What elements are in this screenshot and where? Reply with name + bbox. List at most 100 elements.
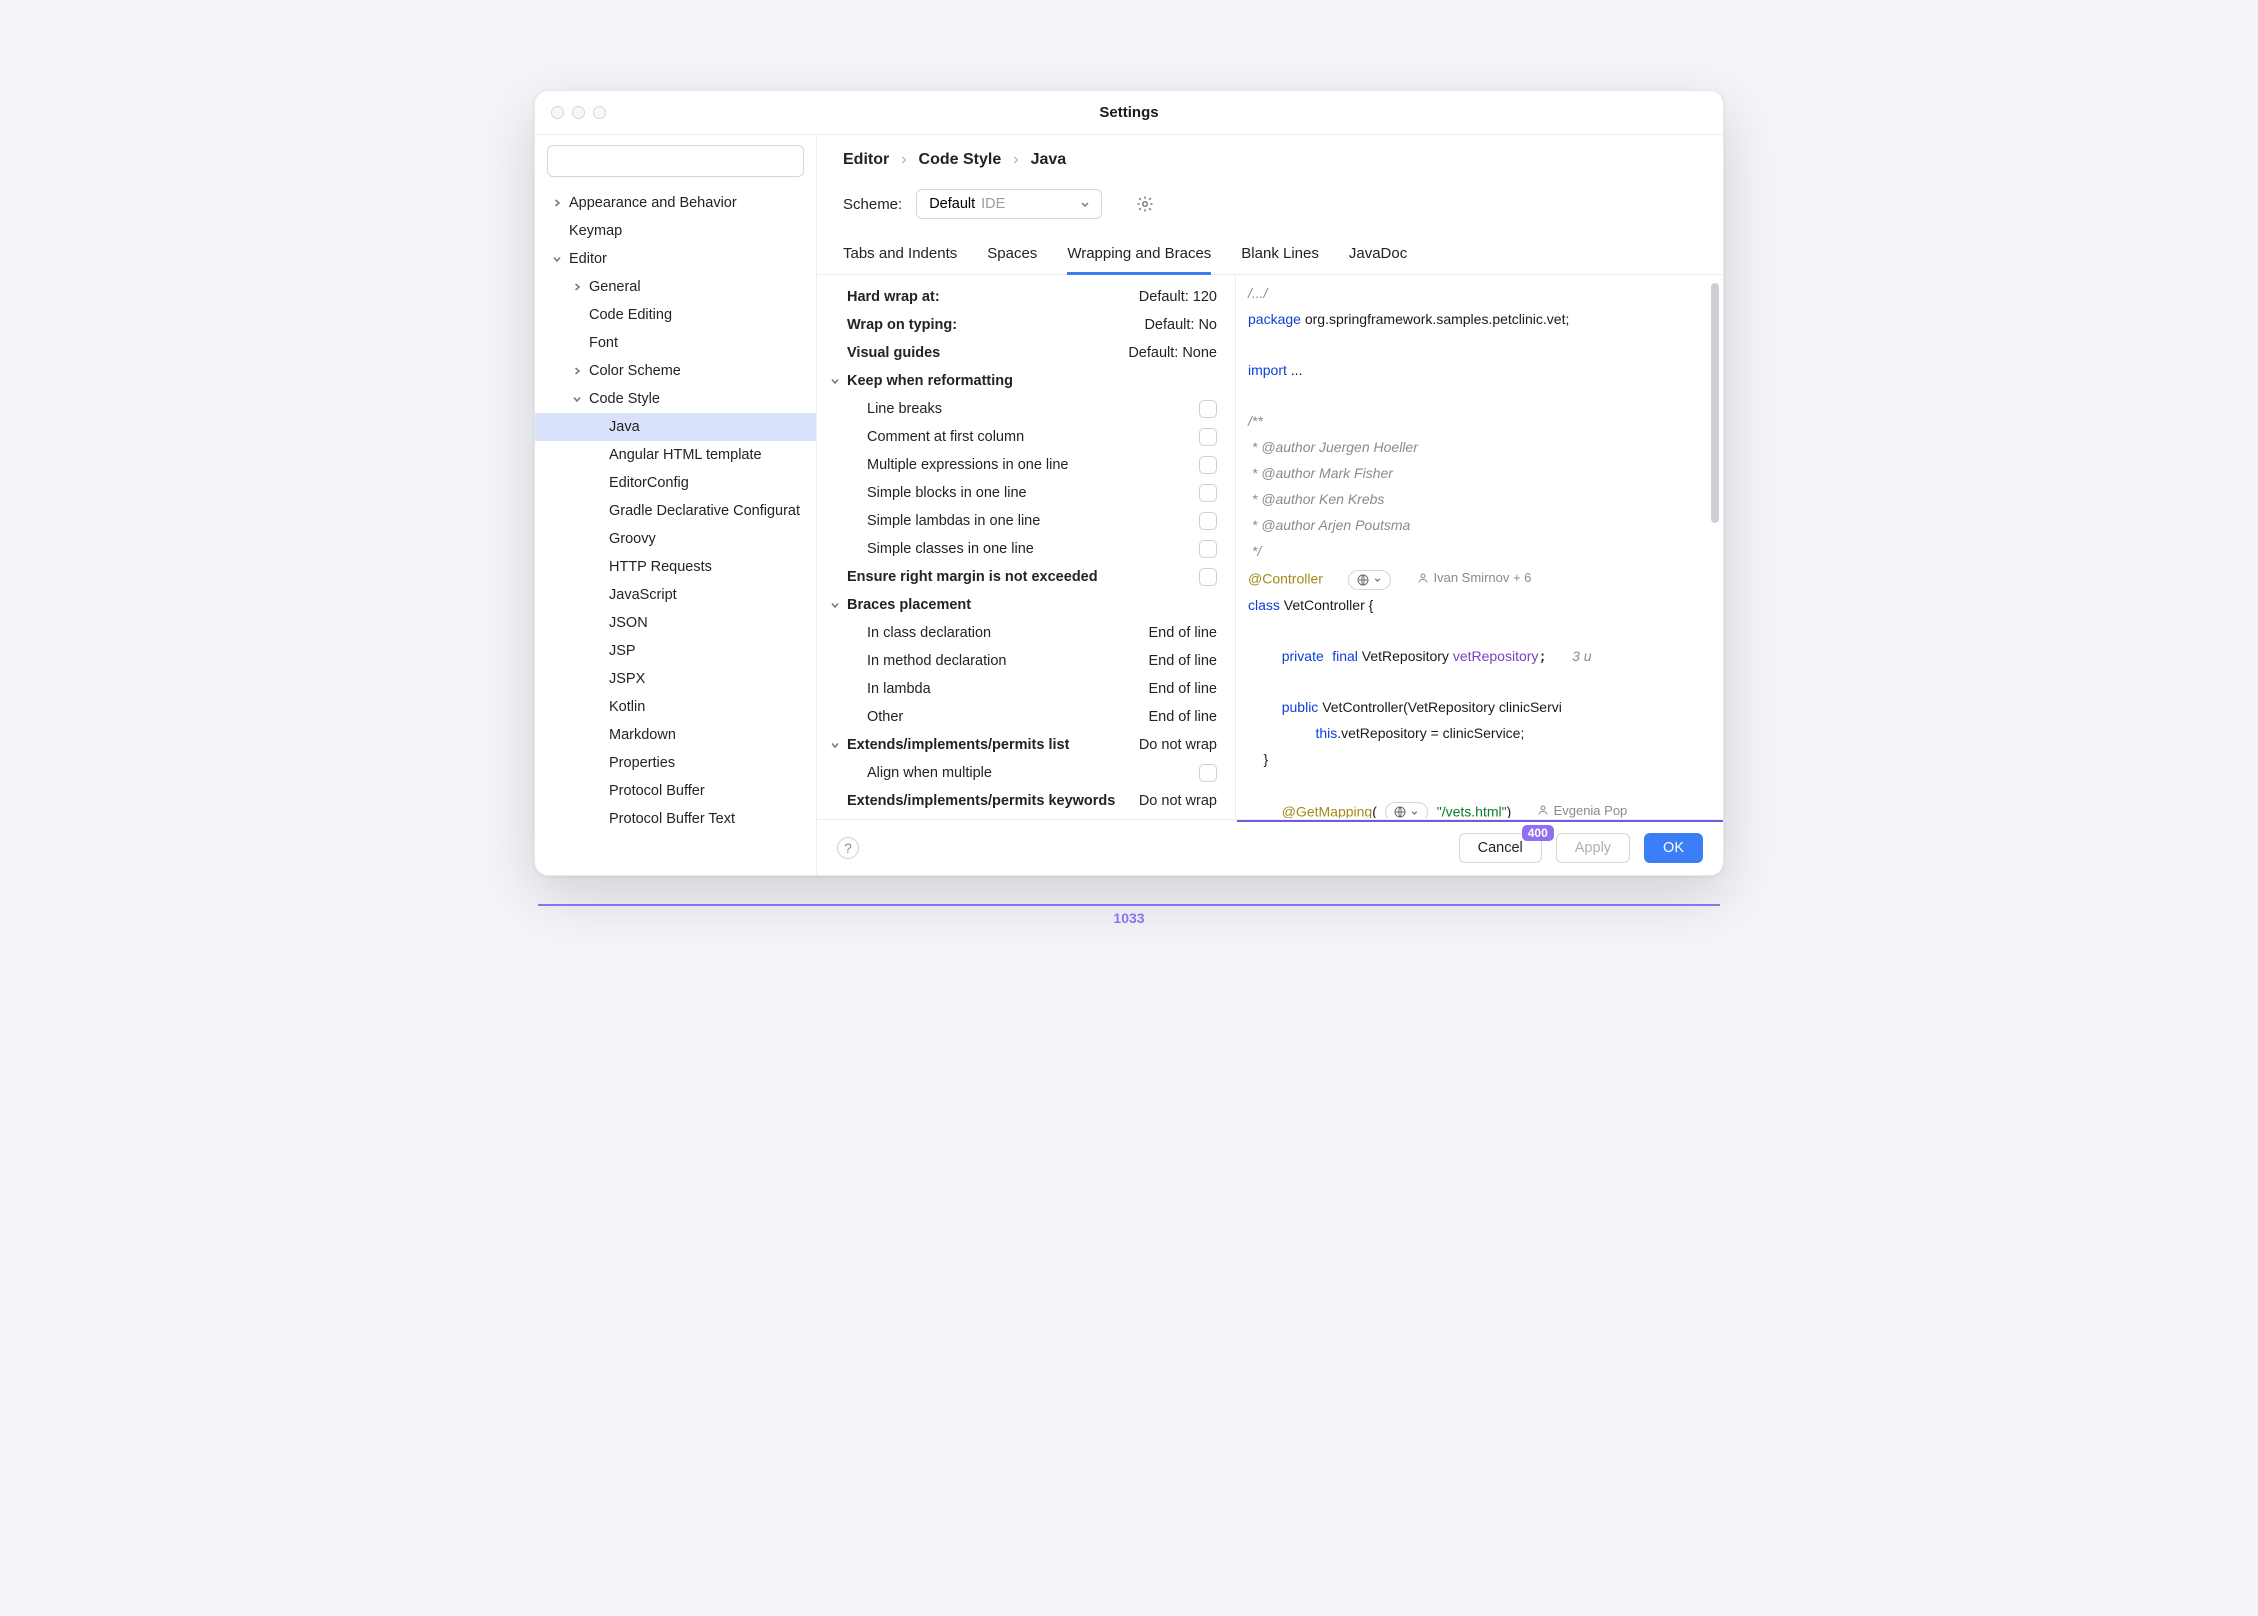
checkbox[interactable] <box>1199 456 1217 474</box>
chevron-down-icon <box>827 597 843 613</box>
tab[interactable]: JavaDoc <box>1349 237 1407 275</box>
setting-row[interactable]: Throw listDo not wrap <box>817 815 1235 818</box>
zoom-window-button[interactable] <box>593 106 606 119</box>
setting-label: Multiple expressions in one line <box>867 457 1069 473</box>
tab[interactable]: Tabs and Indents <box>843 237 957 275</box>
tree-item-label: JavaScript <box>609 587 677 603</box>
checkbox[interactable] <box>1199 484 1217 502</box>
tree-item[interactable]: Properties <box>535 749 816 777</box>
settings-window: Settings Appearance and Behavior Keymap Ed… <box>534 90 1724 876</box>
tree-item[interactable]: Protocol Buffer Text <box>535 805 816 833</box>
setting-row[interactable]: Extends/implements/permits listDo not wr… <box>817 731 1235 759</box>
tree-item[interactable]: Appearance and Behavior <box>535 189 816 217</box>
tree-item[interactable]: Code Editing <box>535 301 816 329</box>
setting-row[interactable]: Keep when reformatting <box>817 367 1235 395</box>
settings-tree[interactable]: Appearance and Behavior Keymap Editor Gener… <box>535 187 816 875</box>
setting-value: End of line <box>1148 681 1217 697</box>
chevron-right-icon: › <box>901 151 906 169</box>
setting-row[interactable]: Align when multiple <box>817 759 1235 787</box>
minimize-window-button[interactable] <box>572 106 585 119</box>
setting-label: Keep when reformatting <box>847 373 1013 389</box>
tab[interactable]: Spaces <box>987 237 1037 275</box>
tree-item[interactable]: Color Scheme <box>535 357 816 385</box>
setting-label: Ensure right margin is not exceeded <box>847 569 1098 585</box>
setting-label: Simple classes in one line <box>867 541 1034 557</box>
checkbox[interactable] <box>1199 764 1217 782</box>
tree-item[interactable]: Angular HTML template <box>535 441 816 469</box>
tree-item-label: Font <box>589 335 618 351</box>
breadcrumb: Editor › Code Style › Java <box>817 135 1723 175</box>
tree-item-label: Appearance and Behavior <box>569 195 737 211</box>
tree-item[interactable]: Groovy <box>535 525 816 553</box>
setting-row[interactable]: Comment at first column <box>817 423 1235 451</box>
tree-item-label: EditorConfig <box>609 475 689 491</box>
checkbox[interactable] <box>1199 540 1217 558</box>
author-hint[interactable]: Evgenia Pop <box>1537 798 1628 819</box>
setting-row[interactable]: Braces placement <box>817 591 1235 619</box>
help-button[interactable]: ? <box>837 837 859 859</box>
breadcrumb-item[interactable]: Code Style <box>919 151 1002 169</box>
tree-item-label: Angular HTML template <box>609 447 762 463</box>
close-window-button[interactable] <box>551 106 564 119</box>
scheme-select[interactable]: Default IDE <box>916 189 1102 219</box>
scrollbar[interactable] <box>1711 283 1719 523</box>
setting-row[interactable]: In method declarationEnd of line <box>817 647 1235 675</box>
setting-row[interactable]: Simple lambdas in one line <box>817 507 1235 535</box>
tree-item-label: Editor <box>569 251 607 267</box>
globe-icon[interactable] <box>1385 802 1428 818</box>
setting-value: Default: 120 <box>1139 289 1217 305</box>
tree-item-label: Kotlin <box>609 699 645 715</box>
setting-row[interactable]: Wrap on typing:Default: No <box>817 311 1235 339</box>
apply-button[interactable]: Apply <box>1556 833 1630 863</box>
tree-item[interactable]: JavaScript <box>535 581 816 609</box>
ok-button[interactable]: OK <box>1644 833 1703 863</box>
globe-icon[interactable] <box>1348 570 1391 590</box>
setting-row[interactable]: OtherEnd of line <box>817 703 1235 731</box>
author-hint[interactable]: Ivan Smirnov + 6 <box>1417 565 1532 590</box>
tree-item[interactable]: Font <box>535 329 816 357</box>
checkbox[interactable] <box>1199 400 1217 418</box>
code-preview: /.../ package org.springframework.sample… <box>1235 275 1723 818</box>
tab[interactable]: Blank Lines <box>1241 237 1319 275</box>
tree-item[interactable]: Kotlin <box>535 693 816 721</box>
tree-item-label: Protocol Buffer Text <box>609 811 735 827</box>
tree-item[interactable]: JSPX <box>535 665 816 693</box>
tree-item[interactable]: JSON <box>535 609 816 637</box>
setting-row[interactable]: In lambdaEnd of line <box>817 675 1235 703</box>
checkbox[interactable] <box>1199 512 1217 530</box>
checkbox[interactable] <box>1199 568 1217 586</box>
tab[interactable]: Wrapping and Braces <box>1067 237 1211 275</box>
setting-row[interactable]: Simple classes in one line <box>817 535 1235 563</box>
gear-icon[interactable] <box>1134 193 1156 215</box>
setting-label: Other <box>867 709 903 725</box>
setting-label: Braces placement <box>847 597 971 613</box>
tree-item[interactable]: General <box>535 273 816 301</box>
tree-item[interactable]: HTTP Requests <box>535 553 816 581</box>
breadcrumb-item[interactable]: Editor <box>843 151 889 169</box>
tree-item[interactable]: Code Style <box>535 385 816 413</box>
setting-row[interactable]: Line breaks <box>817 395 1235 423</box>
tree-item[interactable]: Markdown <box>535 721 816 749</box>
setting-row[interactable]: Simple blocks in one line <box>817 479 1235 507</box>
setting-row[interactable]: In class declarationEnd of line <box>817 619 1235 647</box>
tree-item-label: Protocol Buffer <box>609 783 705 799</box>
setting-row[interactable]: Hard wrap at: Default: 120 <box>817 283 1235 311</box>
window-title: Settings <box>1099 104 1158 121</box>
tree-item[interactable]: Gradle Declarative Configurat <box>535 497 816 525</box>
tree-item[interactable]: JSP <box>535 637 816 665</box>
search-input[interactable] <box>547 145 804 177</box>
tree-item[interactable]: EditorConfig <box>535 469 816 497</box>
setting-row[interactable]: Extends/implements/permits keywordsDo no… <box>817 787 1235 815</box>
tree-item[interactable]: Keymap <box>535 217 816 245</box>
breadcrumb-item[interactable]: Java <box>1031 151 1067 169</box>
setting-row[interactable]: Ensure right margin is not exceeded <box>817 563 1235 591</box>
setting-label: Hard wrap at: <box>847 289 940 305</box>
tree-item[interactable]: Protocol Buffer <box>535 777 816 805</box>
tree-item[interactable]: Editor <box>535 245 816 273</box>
settings-list[interactable]: Hard wrap at: Default: 120 Wrap on typing:… <box>817 275 1235 818</box>
tree-item[interactable]: Java <box>535 413 816 441</box>
setting-row[interactable]: Visual guidesDefault: None <box>817 339 1235 367</box>
checkbox[interactable] <box>1199 428 1217 446</box>
setting-row[interactable]: Multiple expressions in one line <box>817 451 1235 479</box>
setting-value: Default: No <box>1144 317 1217 333</box>
